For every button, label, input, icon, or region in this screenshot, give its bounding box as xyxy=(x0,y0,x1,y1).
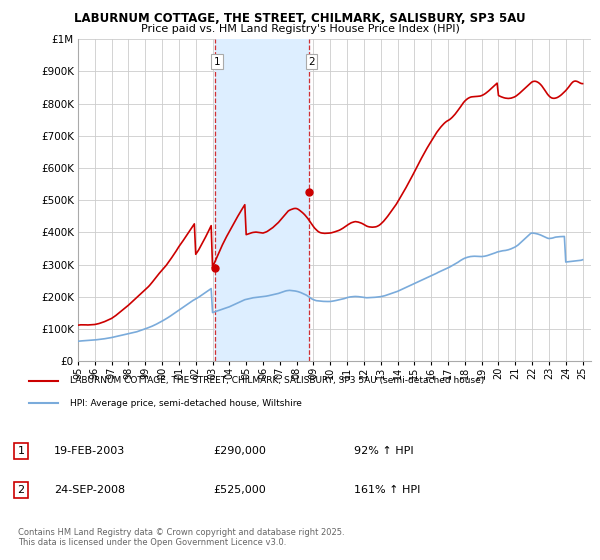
Text: 2: 2 xyxy=(17,485,25,495)
Text: 1: 1 xyxy=(214,57,220,67)
Bar xyxy=(215,39,309,361)
Text: 24-SEP-2008: 24-SEP-2008 xyxy=(54,485,125,495)
Text: LABURNUM COTTAGE, THE STREET, CHILMARK, SALISBURY, SP3 5AU (semi-detached house): LABURNUM COTTAGE, THE STREET, CHILMARK, … xyxy=(70,376,484,385)
Text: 92% ↑ HPI: 92% ↑ HPI xyxy=(354,446,413,456)
Text: Contains HM Land Registry data © Crown copyright and database right 2025.
This d: Contains HM Land Registry data © Crown c… xyxy=(18,528,344,547)
Text: HPI: Average price, semi-detached house, Wiltshire: HPI: Average price, semi-detached house,… xyxy=(70,399,301,408)
Text: 1: 1 xyxy=(17,446,25,456)
Text: LABURNUM COTTAGE, THE STREET, CHILMARK, SALISBURY, SP3 5AU: LABURNUM COTTAGE, THE STREET, CHILMARK, … xyxy=(74,12,526,25)
Text: 2: 2 xyxy=(308,57,315,67)
Text: 161% ↑ HPI: 161% ↑ HPI xyxy=(354,485,421,495)
Text: £525,000: £525,000 xyxy=(213,485,266,495)
Text: £290,000: £290,000 xyxy=(213,446,266,456)
Text: 19-FEB-2003: 19-FEB-2003 xyxy=(54,446,125,456)
Text: Price paid vs. HM Land Registry's House Price Index (HPI): Price paid vs. HM Land Registry's House … xyxy=(140,24,460,34)
